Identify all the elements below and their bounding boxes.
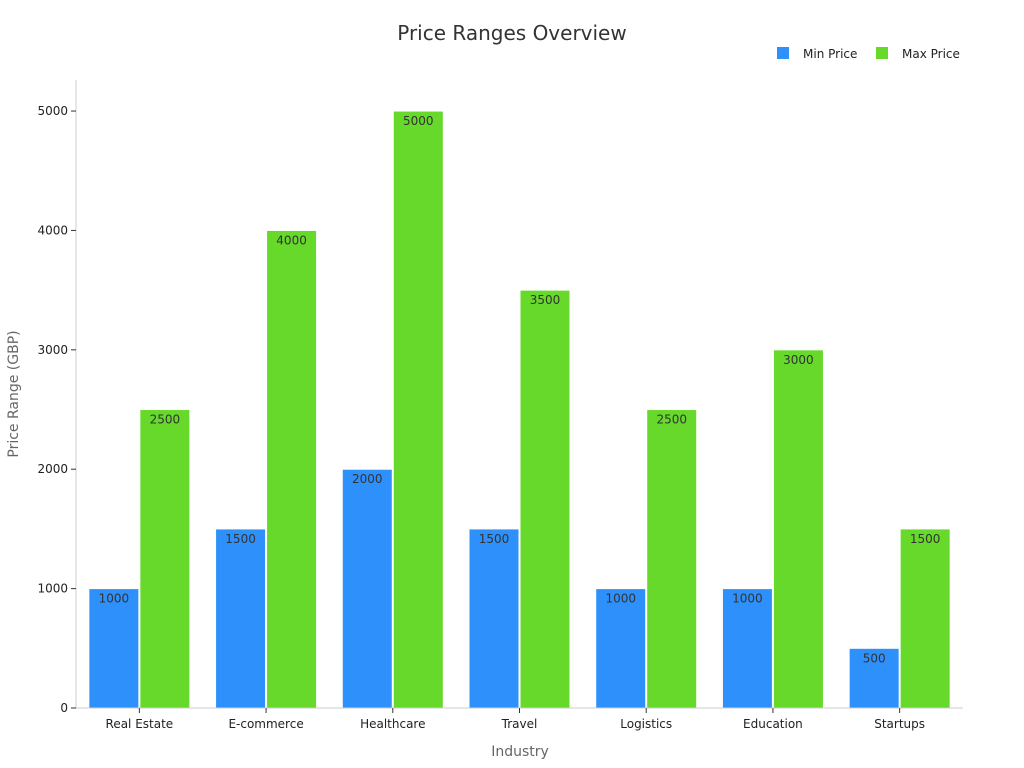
bar-min-price-real-estate xyxy=(88,588,140,709)
data-label-min-price-real-estate: 1000 xyxy=(99,592,130,606)
legend-swatch-min-price xyxy=(777,47,789,59)
x-axis-ticks: Real Estate E-commerce Healthcare Travel Log… xyxy=(106,708,925,731)
data-label-min-price-e-commerce: 1500 xyxy=(225,532,256,546)
y-tick-label: 2000 xyxy=(37,462,68,476)
data-label-min-price-travel: 1500 xyxy=(479,532,510,546)
y-tick-label: 3000 xyxy=(37,343,68,357)
bar-min-price-healthcare xyxy=(341,468,393,709)
bars xyxy=(88,110,951,709)
bar-min-price-travel xyxy=(468,528,520,709)
x-tick-label-healthcare: Healthcare xyxy=(360,717,425,731)
y-axis-ticks: 0 1000 2000 3000 4000 5000 xyxy=(37,104,76,715)
data-label-max-price-startups: 1500 xyxy=(910,532,941,546)
chart-title: Price Ranges Overview xyxy=(397,21,626,45)
data-label-max-price-healthcare: 5000 xyxy=(403,114,434,128)
y-axis-label: Price Range (GBP) xyxy=(6,330,22,457)
y-tick-label: 4000 xyxy=(37,223,68,237)
bar-min-price-startups xyxy=(848,647,900,709)
bar-max-price-travel xyxy=(519,289,571,709)
bar-max-price-education xyxy=(772,349,824,709)
data-label-max-price-travel: 3500 xyxy=(530,293,561,307)
bar-max-price-e-commerce xyxy=(266,229,318,709)
x-tick-label-real-estate: Real Estate xyxy=(106,717,174,731)
data-label-max-price-education: 3000 xyxy=(783,353,814,367)
bar-max-price-real-estate xyxy=(139,409,191,709)
x-tick-label-travel: Travel xyxy=(501,717,538,731)
data-labels: 1000 2500 1500 4000 2000 5000 1500 3500 1000 2500… xyxy=(99,114,941,665)
data-label-min-price-education: 1000 xyxy=(732,592,763,606)
legend: Min Price Max Price xyxy=(777,47,960,61)
x-tick-label-logistics: Logistics xyxy=(620,717,672,731)
bar-max-price-logistics xyxy=(646,409,698,709)
legend-label-max-price: Max Price xyxy=(902,47,960,61)
legend-label-min-price: Min Price xyxy=(803,47,857,61)
y-tick-label: 5000 xyxy=(37,104,68,118)
x-tick-label-startups: Startups xyxy=(874,717,925,731)
bar-max-price-healthcare xyxy=(392,110,444,709)
data-label-max-price-e-commerce: 4000 xyxy=(276,233,307,247)
x-tick-label-e-commerce: E-commerce xyxy=(228,717,303,731)
bar-min-price-e-commerce xyxy=(215,528,267,709)
data-label-max-price-real-estate: 2500 xyxy=(150,413,181,427)
x-axis-label: Industry xyxy=(491,744,549,760)
data-label-min-price-healthcare: 2000 xyxy=(352,472,383,486)
bar-min-price-education xyxy=(721,588,773,709)
y-tick-label: 1000 xyxy=(37,582,68,596)
data-label-min-price-logistics: 1000 xyxy=(605,592,636,606)
data-label-max-price-logistics: 2500 xyxy=(656,413,687,427)
y-tick-label: 0 xyxy=(60,701,68,715)
x-tick-label-education: Education xyxy=(743,717,803,731)
bar-max-price-startups xyxy=(899,528,951,709)
data-label-min-price-startups: 500 xyxy=(863,651,886,665)
plot-area: 1000250015004000200050001500350010002500… xyxy=(37,80,963,731)
legend-swatch-max-price xyxy=(876,47,888,59)
bar-min-price-logistics xyxy=(595,588,647,709)
